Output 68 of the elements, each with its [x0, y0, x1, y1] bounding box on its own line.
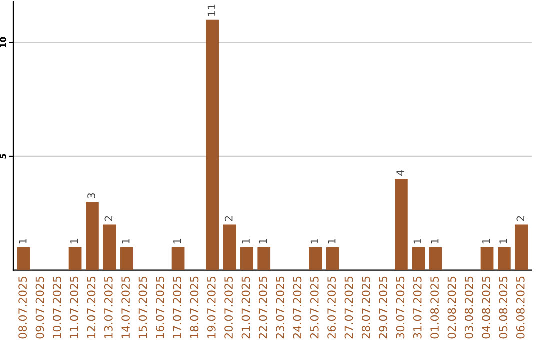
bar: [206, 20, 220, 270]
data-label: 2: [224, 216, 233, 222]
x-tick-label: 23.07.2025: [276, 276, 285, 339]
data-label: 1: [242, 239, 250, 244]
data-label: 1: [328, 239, 336, 244]
bar: [120, 248, 134, 270]
bar: [240, 248, 254, 270]
x-tick-label: 06.08.2025: [516, 276, 525, 339]
x-tick-label: 28.07.2025: [362, 276, 370, 339]
data-label: 2: [516, 216, 524, 222]
data-label: 1: [500, 239, 508, 244]
bar: [429, 248, 442, 270]
x-tick-label: 31.07.2025: [413, 276, 422, 339]
x-tick-label: 03.08.2025: [464, 276, 474, 339]
bar: [309, 248, 322, 270]
x-tick-label: 30.07.2025: [396, 276, 405, 339]
x-tick-label: 14.07.2025: [122, 276, 130, 338]
x-tick-label: 13.07.2025: [104, 276, 113, 338]
y-tick-label: 10: [0, 37, 6, 48]
x-tick-label: 20.07.2025: [224, 276, 234, 339]
x-tick-label: 01.08.2025: [430, 276, 439, 339]
bar: [17, 248, 30, 270]
x-tick-label: 05.08.2025: [499, 276, 508, 339]
x-tick-label: 10.07.2025: [52, 276, 62, 338]
data-label: 1: [431, 239, 439, 244]
data-label: 1: [310, 239, 318, 244]
x-tick-label: 17.07.2025: [173, 276, 182, 338]
data-label: 1: [482, 239, 490, 244]
x-tick-label: 09.07.2025: [36, 276, 44, 339]
bar: [223, 224, 236, 270]
data-label: 1: [122, 239, 130, 244]
x-tick-label: 24.07.2025: [293, 276, 302, 339]
bar: [515, 224, 528, 270]
x-tick-label: 19.07.2025: [207, 276, 216, 338]
bar: [395, 179, 408, 270]
bar: [172, 248, 185, 270]
x-tick-label: 25.07.2025: [310, 276, 319, 339]
bar: [68, 248, 82, 270]
data-label: 1: [259, 239, 267, 244]
x-tick-label: 08.07.2025: [18, 276, 28, 339]
bar: [326, 248, 340, 270]
data-label: 11: [208, 4, 216, 16]
bar: [258, 248, 271, 270]
x-tick-label: 12.07.2025: [87, 276, 96, 338]
x-tick-label: 29.07.2025: [379, 276, 388, 339]
bar: [480, 248, 494, 270]
x-tick-label: 04.08.2025: [482, 276, 490, 339]
data-label: 2: [104, 216, 112, 222]
x-tick-label: 26.07.2025: [328, 276, 336, 339]
bar: [86, 202, 99, 270]
data-label: 4: [396, 170, 404, 176]
data-label: 1: [70, 239, 78, 244]
y-tick-label: 5: [0, 154, 6, 159]
x-tick-label: 02.08.2025: [448, 276, 456, 339]
bar: [103, 224, 116, 270]
x-tick-label: 27.07.2025: [344, 276, 354, 339]
data-label: 3: [88, 193, 96, 198]
x-tick-label: 18.07.2025: [190, 276, 199, 338]
x-tick-label: 15.07.2025: [138, 276, 148, 338]
data-label: 1: [174, 239, 182, 244]
x-tick-label: 11.07.2025: [70, 276, 79, 338]
x-tick-label: 21.07.2025: [242, 276, 250, 339]
data-label: 1: [19, 239, 27, 244]
x-tick-label: 16.07.2025: [156, 276, 164, 338]
x-tick-label: 22.07.2025: [258, 276, 268, 339]
bar: [412, 248, 426, 270]
bar: [498, 248, 511, 270]
data-label: 1: [414, 239, 422, 244]
